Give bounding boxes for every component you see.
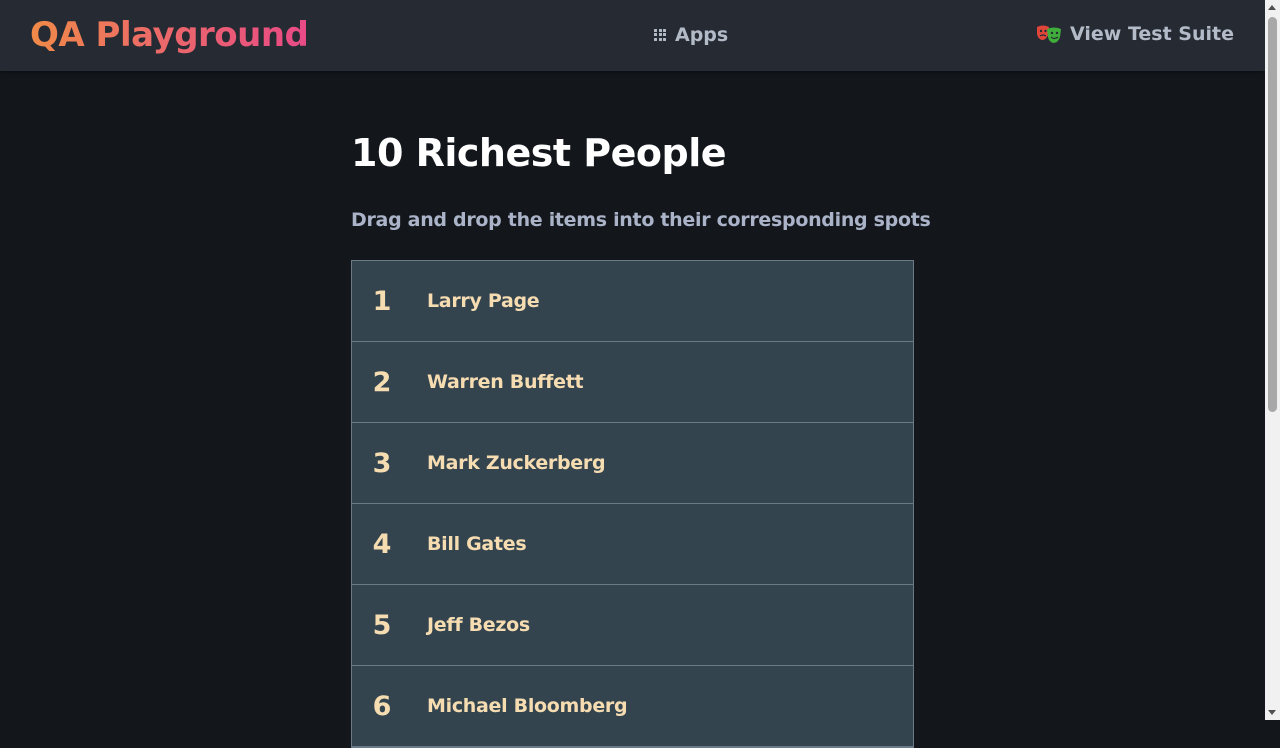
vertical-scrollbar[interactable] [1265,0,1280,720]
theater-masks-icon [1037,25,1062,43]
draggable-list-item[interactable]: 2 Warren Buffett [352,342,913,423]
draggable-list-item[interactable]: 1 Larry Page [352,261,913,342]
page-title: 10 Richest People [351,131,727,175]
person-name: Mark Zuckerberg [427,452,606,474]
scrollbar-thumb[interactable] [1268,17,1277,412]
rank-number: 6 [372,690,392,722]
draggable-list-item[interactable]: 3 Mark Zuckerberg [352,423,913,504]
brand-logo-link[interactable]: QA Playground [30,12,309,58]
draggable-list-item[interactable]: 6 Michael Bloomberg [352,666,913,747]
page-subtitle: Drag and drop the items into their corre… [351,209,931,231]
main-content: 10 Richest People Drag and drop the item… [351,71,931,748]
scroll-up-arrow-icon[interactable] [1268,5,1276,10]
scroll-down-arrow-icon[interactable] [1268,710,1276,715]
view-test-suite-link[interactable]: View Test Suite [1036,20,1234,48]
person-name: Jeff Bezos [427,614,530,636]
person-name: Warren Buffett [427,371,584,393]
person-name: Bill Gates [427,533,527,555]
view-test-suite-label: View Test Suite [1070,23,1234,45]
rank-number: 1 [372,285,392,317]
draggable-list: 1 Larry Page 2 Warren Buffett 3 Mark Zuc… [351,260,914,748]
rank-number: 2 [372,366,392,398]
navbar: QA Playground Apps View Test Suite [0,0,1265,71]
draggable-list-item[interactable]: 4 Bill Gates [352,504,913,585]
rank-number: 3 [372,447,392,479]
person-name: Larry Page [427,290,540,312]
person-name: Michael Bloomberg [427,695,628,717]
apps-nav-link[interactable]: Apps [654,21,728,49]
draggable-list-item[interactable]: 5 Jeff Bezos [352,585,913,666]
grid-icon [654,28,667,42]
rank-number: 4 [372,528,392,560]
apps-nav-label: Apps [675,24,729,46]
rank-number: 5 [372,609,392,641]
